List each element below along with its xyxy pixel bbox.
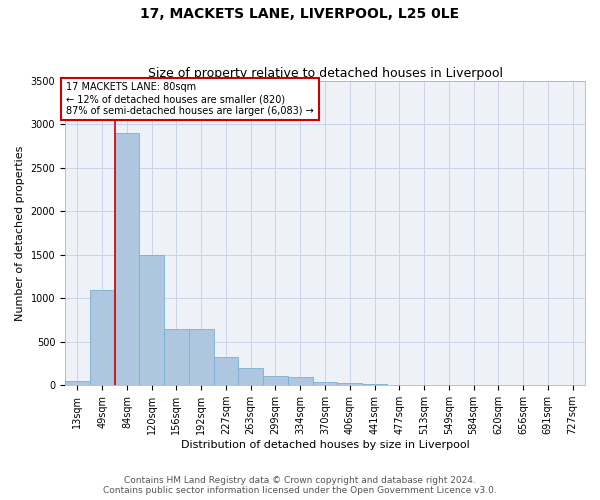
Text: 17, MACKETS LANE, LIVERPOOL, L25 0LE: 17, MACKETS LANE, LIVERPOOL, L25 0LE <box>140 8 460 22</box>
Bar <box>337 384 362 385</box>
Bar <box>65 381 90 385</box>
Bar <box>189 328 214 385</box>
Bar <box>90 290 115 385</box>
Bar <box>387 384 412 385</box>
Bar <box>263 376 288 385</box>
Text: Contains HM Land Registry data © Crown copyright and database right 2024.
Contai: Contains HM Land Registry data © Crown c… <box>103 476 497 495</box>
Bar <box>313 382 337 385</box>
Bar <box>139 254 164 385</box>
Y-axis label: Number of detached properties: Number of detached properties <box>15 146 25 320</box>
Title: Size of property relative to detached houses in Liverpool: Size of property relative to detached ho… <box>148 66 503 80</box>
X-axis label: Distribution of detached houses by size in Liverpool: Distribution of detached houses by size … <box>181 440 469 450</box>
Bar <box>362 384 387 385</box>
Bar <box>214 358 238 385</box>
Text: 17 MACKETS LANE: 80sqm
← 12% of detached houses are smaller (820)
87% of semi-de: 17 MACKETS LANE: 80sqm ← 12% of detached… <box>66 82 314 116</box>
Bar <box>238 368 263 385</box>
Bar <box>115 133 139 385</box>
Bar <box>288 378 313 385</box>
Bar <box>164 328 189 385</box>
